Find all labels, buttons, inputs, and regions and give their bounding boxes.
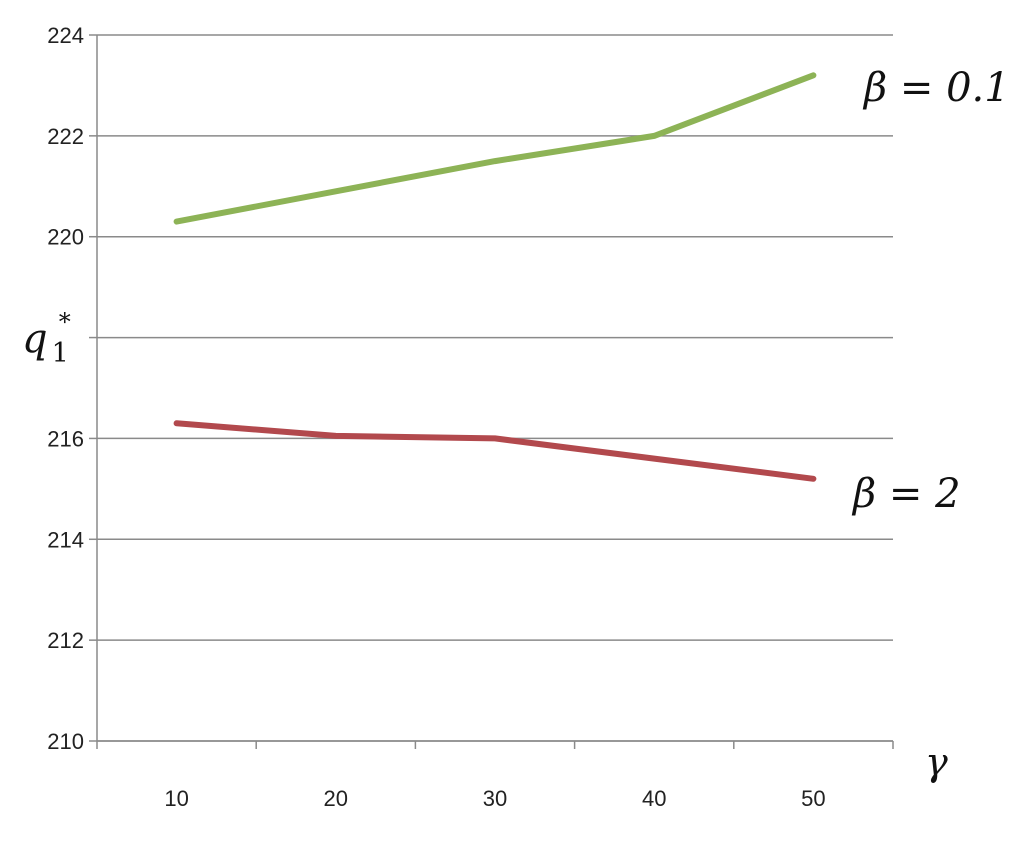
gridlines — [97, 34, 893, 742]
x-tick-label: 40 — [642, 786, 666, 811]
y-tick-label: 214 — [47, 527, 84, 552]
y-tick-label: 216 — [47, 426, 84, 451]
x-tick-label: 50 — [801, 786, 825, 811]
y-tick-label: 222 — [47, 124, 84, 149]
y-tick-label: 210 — [47, 729, 84, 754]
series-label-beta-2: β = 2 — [851, 471, 961, 517]
series-label-beta-0-1: β = 0.1 — [862, 65, 1010, 111]
series-line-1 — [173, 420, 817, 482]
x-tick-label: 10 — [164, 786, 188, 811]
x-tick-label: 30 — [483, 786, 507, 811]
y-axis-label: q 1 * — [22, 308, 73, 369]
series-line-0 — [173, 72, 817, 225]
axes — [89, 34, 894, 749]
x-tick-label: 20 — [324, 786, 348, 811]
series-lines — [173, 72, 817, 482]
y-tick-label: 220 — [47, 225, 84, 250]
y-tick-label: 224 — [47, 23, 84, 48]
y-tick-labels: 210 212 214 216 220 222 224 — [47, 23, 84, 754]
x-tick-labels: 10 20 30 40 50 — [164, 786, 825, 811]
y-tick-label: 212 — [47, 628, 84, 653]
x-axis-label: γ — [925, 740, 948, 784]
